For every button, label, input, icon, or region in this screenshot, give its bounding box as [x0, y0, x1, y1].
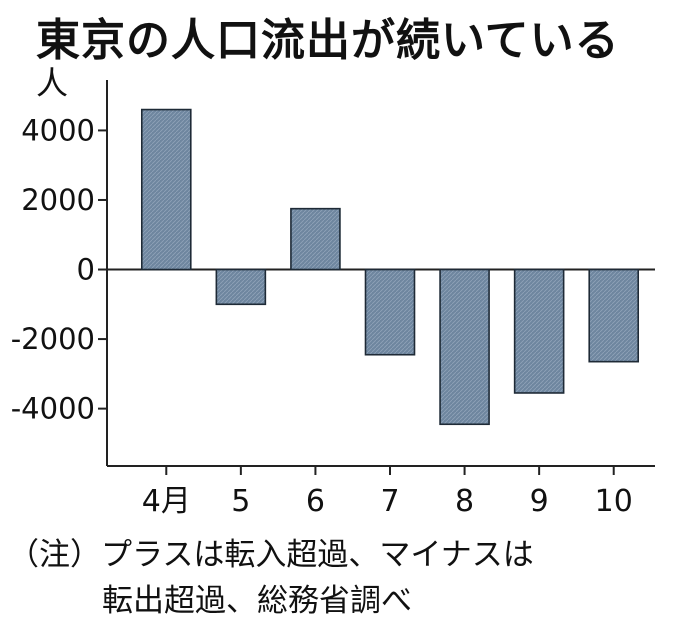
y-tick-label: -4000 — [11, 392, 95, 426]
y-tick-label: 2000 — [21, 183, 95, 217]
y-axis-unit-label: 人 — [36, 64, 69, 102]
x-tick-label: 4月 — [142, 484, 191, 519]
bar — [513, 268, 565, 394]
chart-title: 東京の人口流出が続いている — [36, 15, 620, 66]
y-tick-label: -2000 — [11, 322, 95, 356]
chart-note: （注）プラスは転入超過、マイナスは 転出超過、総務省調べ — [8, 532, 534, 624]
y-tick-label: 4000 — [21, 113, 95, 147]
x-tick-label: 10 — [595, 484, 633, 519]
bar — [215, 268, 267, 306]
bar — [364, 268, 416, 356]
x-tick-label: 5 — [231, 484, 250, 519]
bar — [588, 268, 640, 363]
note-line-1: （注）プラスは転入超過、マイナスは — [8, 537, 534, 573]
x-tick-label: 7 — [380, 484, 399, 519]
bar — [290, 207, 341, 271]
note-line-2: 転出超過、総務省調べ — [102, 583, 412, 619]
y-tick-label: 0 — [77, 253, 95, 287]
x-tick-label: 6 — [306, 484, 325, 519]
bar — [439, 268, 490, 426]
bar — [140, 108, 192, 271]
x-tick-label: 8 — [455, 484, 474, 519]
x-tick-label: 9 — [530, 484, 549, 519]
bar-chart: 4000 2000 0 -2000 -4000 4月 5 6 7 8 9 10 — [11, 80, 655, 519]
